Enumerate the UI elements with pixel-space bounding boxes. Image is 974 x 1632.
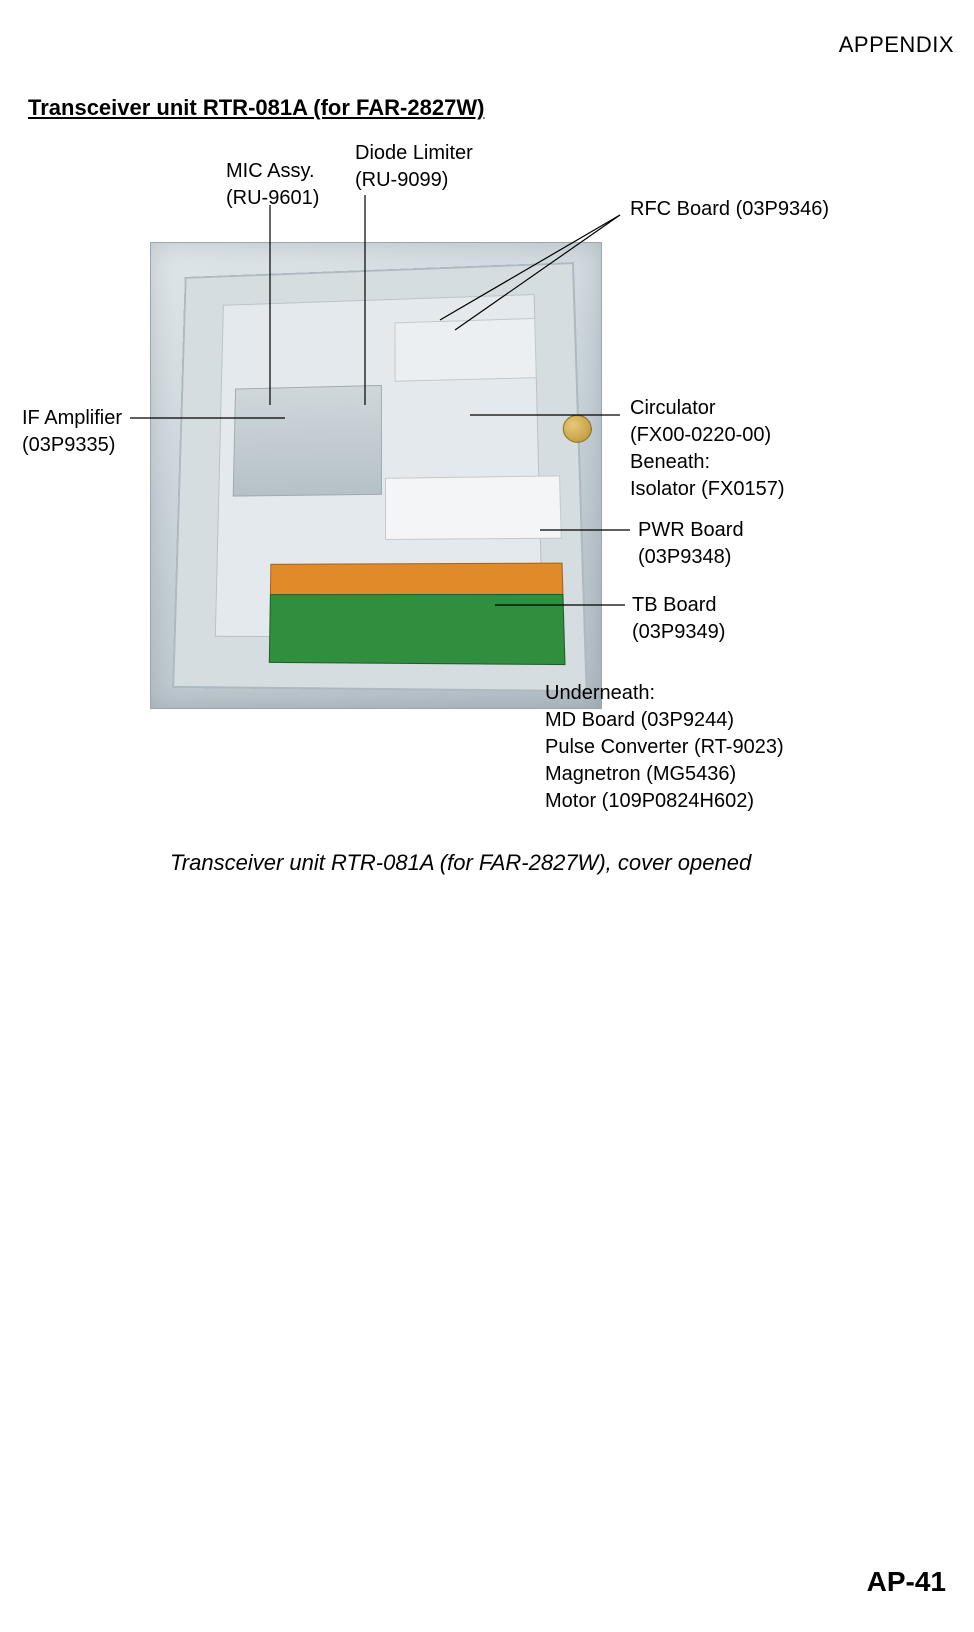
page-number: AP-41 <box>867 1566 946 1598</box>
label-if-amplifier: IF Amplifier (03P9335) <box>22 405 122 459</box>
label-diode-limiter: Diode Limiter (RU-9099) <box>355 140 473 194</box>
transceiver-photo <box>150 242 602 709</box>
pwr-board-shape <box>385 475 562 540</box>
chassis-box <box>172 262 588 692</box>
rfc-board-shape <box>394 318 536 382</box>
label-rfc-board: RFC Board (03P9346) <box>630 196 829 223</box>
circulator-knob-shape <box>562 414 592 443</box>
page-title: Transceiver unit RTR-081A (for FAR-2827W… <box>28 95 484 121</box>
terminal-block-shape <box>270 563 564 597</box>
label-underneath: Underneath: MD Board (03P9244) Pulse Con… <box>545 680 784 815</box>
section-header: APPENDIX <box>839 32 954 58</box>
label-circulator: Circulator (FX00-0220-00) Beneath: Isola… <box>630 395 785 503</box>
label-tb-board: TB Board (03P9349) <box>632 592 725 646</box>
if-amplifier-shape <box>233 385 382 497</box>
tb-board-shape <box>269 594 566 665</box>
label-pwr-board: PWR Board (03P9348) <box>638 517 744 571</box>
figure-caption: Transceiver unit RTR-081A (for FAR-2827W… <box>170 850 751 876</box>
label-mic-assy: MIC Assy. (RU-9601) <box>226 158 319 212</box>
